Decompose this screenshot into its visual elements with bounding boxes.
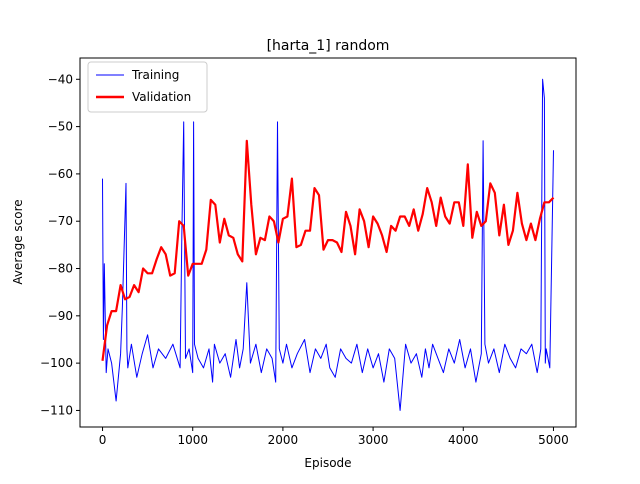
y-tick-label: −80 — [48, 262, 73, 276]
y-tick-label: −110 — [40, 403, 73, 417]
x-tick-label: 2000 — [268, 433, 299, 447]
x-tick-label: 1000 — [177, 433, 208, 447]
x-tick-label: 3000 — [358, 433, 389, 447]
y-axis-label: Average score — [11, 199, 25, 284]
chart-title: [harta_1] random — [267, 38, 390, 54]
y-tick-label: −90 — [48, 309, 73, 323]
legend-label-training: Training — [131, 68, 179, 82]
y-tick-label: −40 — [48, 72, 73, 86]
axes-frame — [79, 57, 577, 428]
y-tick-label: −60 — [48, 167, 73, 181]
series-line-validation — [101, 139, 555, 361]
y-tick-label: −100 — [40, 356, 73, 370]
x-tick-label: 0 — [99, 433, 107, 447]
x-tick-label: 5000 — [538, 433, 569, 447]
y-tick-label: −50 — [48, 120, 73, 134]
x-tick-label: 4000 — [448, 433, 479, 447]
legend-label-validation: Validation — [132, 90, 191, 104]
series-line-training — [102, 78, 554, 411]
x-axis-label: Episode — [304, 456, 351, 470]
plot-area: 0 1000 2000 3000 4000 5000 −110 −100 −90 −80 −70 −6… — [40, 57, 577, 447]
y-tick-label: −70 — [48, 214, 73, 228]
legend: Training Validation — [87, 61, 208, 113]
